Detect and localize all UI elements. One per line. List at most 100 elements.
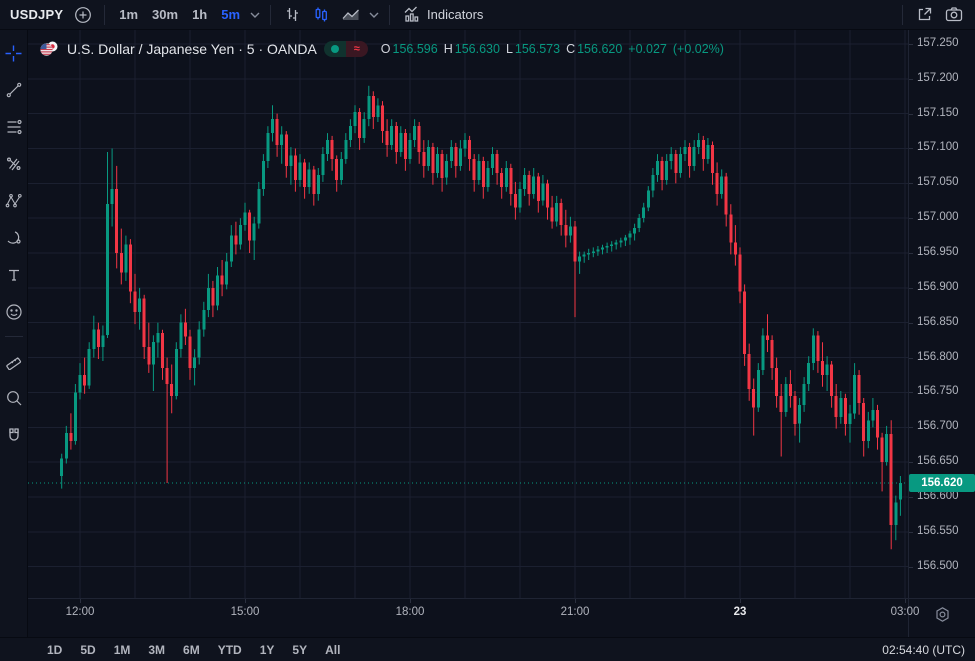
time-axis[interactable]: 12:00 15:00 18:00 21:00 23 03:00 (28, 598, 919, 637)
price-tick-mark (909, 114, 913, 115)
candlestick-chart[interactable] (28, 30, 908, 598)
brush-tool-button[interactable] (2, 223, 26, 253)
price-tick-label: 157.000 (917, 211, 959, 223)
market-status-toggle[interactable]: ≈ (323, 41, 368, 57)
range-button-5Y[interactable]: 5Y (292, 642, 308, 657)
chart-pane: U.S. Dollar / Japanese Yen · 5 · OANDA ≈… (28, 30, 975, 637)
price-tick-mark (909, 497, 913, 498)
bars-chart-type-icon (283, 5, 302, 24)
area-chart-type-icon (341, 5, 361, 24)
sidebar-separator (4, 336, 23, 337)
toolbar-separator (104, 4, 106, 25)
magnet-tool-button[interactable] (2, 420, 26, 450)
top-toolbar: USDJPY 1m 30m 1h 5m (0, 0, 975, 30)
emoji-icon (5, 303, 23, 321)
time-tick-label: 15:00 (230, 606, 260, 618)
timeframe-button-30m[interactable]: 30m (152, 6, 179, 22)
indicators-icon (402, 5, 422, 24)
timeframe-chevron-down-icon[interactable] (247, 12, 263, 18)
price-tick-mark (909, 427, 913, 428)
current-price-badge: 156.620 (909, 474, 975, 492)
range-button-1Y[interactable]: 1Y (259, 642, 275, 657)
fib-retracement-icon (5, 118, 23, 136)
zoom-in-tool-button[interactable] (2, 383, 26, 413)
time-tick-label: 23 (733, 606, 747, 618)
pitchfork-tool-button[interactable] (2, 149, 26, 179)
price-tick-mark (909, 392, 913, 393)
price-tick-mark (909, 532, 913, 533)
range-button-YTD[interactable]: YTD (217, 642, 242, 657)
close-value: 156.620 (577, 42, 623, 56)
range-button-1M[interactable]: 1M (113, 642, 131, 657)
pitchfork-icon (5, 155, 23, 173)
price-tick-label: 156.700 (917, 420, 959, 432)
ruler-tool-button[interactable] (2, 346, 26, 376)
change-value: +0.027 (628, 42, 667, 56)
chart-legend: U.S. Dollar / Japanese Yen · 5 · OANDA ≈… (38, 40, 724, 58)
price-tick-label: 156.550 (917, 525, 959, 537)
time-tick-mark (905, 599, 906, 603)
chart-type-area-button[interactable] (336, 3, 366, 27)
chart-type-bars-button[interactable] (278, 3, 307, 27)
low-value: 156.573 (514, 42, 561, 56)
legend-symbol-title[interactable]: U.S. Dollar / Japanese Yen · 5 · OANDA (67, 41, 317, 57)
open-value: 156.596 (392, 42, 438, 56)
drawing-tools-sidebar (0, 30, 28, 637)
timezone-hexagon-icon (934, 606, 951, 623)
xabcd-pattern-tool-button[interactable] (2, 186, 26, 216)
range-button-5D[interactable]: 5D (80, 642, 96, 657)
toolbar-right-group (895, 0, 969, 29)
time-tick-label: 21:00 (560, 606, 590, 618)
price-tick-mark (909, 253, 913, 254)
time-tick-label: 03:00 (890, 606, 920, 618)
range-button-3M[interactable]: 3M (148, 642, 166, 657)
price-tick-label: 157.250 (917, 37, 959, 49)
open-label: O (380, 42, 391, 56)
clock-utc[interactable]: 02:54:40 (UTC) (882, 642, 965, 657)
high-value: 156.630 (454, 42, 500, 56)
fib-retracement-tool-button[interactable] (2, 112, 26, 142)
time-tick-label: 12:00 (65, 606, 95, 618)
chart-type-chevron-down-icon[interactable] (366, 12, 382, 18)
open-in-new-window-button[interactable] (910, 3, 939, 27)
chart-type-candles-button[interactable] (307, 3, 336, 27)
trendline-tool-button[interactable] (2, 75, 26, 105)
timezone-settings-button[interactable] (909, 598, 975, 637)
ohlc-values: O 156.596 H 156.630 L 156.573 C 156.620 … (381, 42, 724, 56)
price-tick-label: 157.150 (917, 107, 959, 119)
price-axis[interactable]: 157.250 157.200 157.150 157.100 157.050 157.0… (908, 30, 975, 637)
price-tick-mark (909, 218, 913, 219)
range-button-6M[interactable]: 6M (183, 642, 200, 657)
price-tick-mark (909, 183, 913, 184)
price-tick-label: 157.050 (917, 176, 959, 188)
usdjpy-flag-icon (38, 40, 60, 58)
trendline-icon (5, 81, 23, 99)
timeframe-button-1h[interactable]: 1h (192, 6, 208, 22)
crosshair-tool-button[interactable] (2, 38, 26, 68)
symbol-button[interactable]: USDJPY (10, 7, 64, 22)
range-button-1D[interactable]: 1D (47, 642, 63, 657)
indicators-button[interactable]: Indicators (397, 3, 488, 27)
text-icon (5, 266, 23, 284)
candles-chart-type-icon (312, 5, 331, 24)
close-label: C (566, 42, 576, 56)
price-tick-mark (909, 44, 913, 45)
compare-add-symbol-button[interactable] (69, 3, 97, 27)
change-percent-value: (+0.02%) (672, 42, 724, 56)
price-tick-label: 157.200 (917, 72, 959, 84)
magnet-icon (5, 426, 23, 444)
time-tick-mark (80, 599, 81, 603)
timeframe-button-1m[interactable]: 1m (119, 6, 139, 22)
price-tick-label: 157.100 (917, 141, 959, 153)
price-tick-label: 156.850 (917, 316, 959, 328)
timeframe-button-5m[interactable]: 5m (221, 6, 241, 22)
text-tool-button[interactable] (2, 260, 26, 290)
range-button-All[interactable]: All (325, 642, 341, 657)
screenshot-button[interactable] (939, 3, 969, 27)
brush-icon (5, 229, 23, 247)
time-tick-mark (740, 599, 741, 603)
camera-icon (944, 5, 964, 24)
price-tick-mark (909, 567, 913, 568)
emoji-tool-button[interactable] (2, 297, 26, 327)
